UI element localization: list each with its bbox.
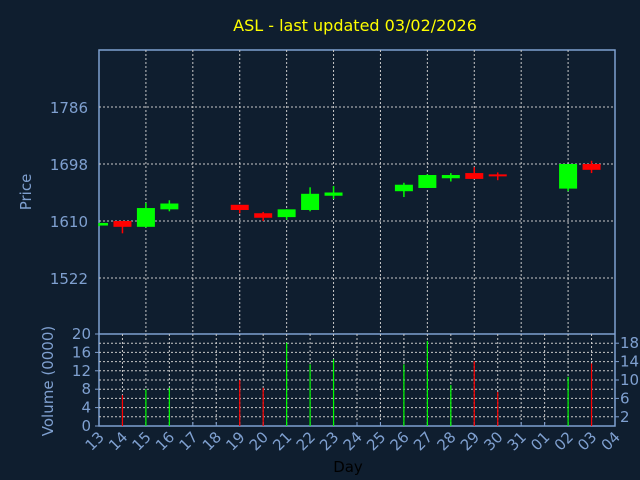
candle-body (465, 173, 484, 179)
volume-tick-label: 0 (81, 417, 91, 435)
x-tick-label: 01 (527, 428, 553, 454)
volume-tick-label: 6 (620, 389, 630, 407)
x-tick-label: 19 (222, 428, 248, 454)
x-tick-label: 25 (363, 428, 389, 454)
candle-body (230, 204, 249, 210)
x-tick-label: 22 (293, 428, 319, 454)
price-tick-label: 1522 (50, 270, 88, 288)
x-tick-label: 14 (105, 428, 131, 454)
x-tick-label: 20 (246, 428, 272, 454)
candle-body (254, 213, 273, 218)
volume-tick-label: 18 (620, 334, 639, 352)
x-tick-label: 24 (340, 428, 366, 454)
x-tick-label: 28 (433, 428, 459, 454)
candle-body (582, 164, 601, 170)
x-tick-label: 18 (199, 428, 225, 454)
candle-body (136, 208, 155, 227)
x-tick-label: 26 (387, 428, 413, 454)
volume-tick-label: 2 (620, 408, 630, 426)
y-axis-label: Price (17, 174, 35, 211)
price-tick-label: 1786 (50, 99, 88, 117)
candle-body (113, 221, 132, 227)
marks (98, 160, 601, 426)
volume-tick-label: 16 (72, 343, 91, 361)
candle-body (394, 184, 413, 192)
x-tick-label: 04 (598, 428, 624, 454)
chart-title: ASL - last updated 03/02/2026 (233, 16, 477, 35)
x-tick-label: 30 (480, 428, 506, 454)
candle-body (99, 222, 108, 226)
grid (95, 49, 619, 427)
x-tick-label: 29 (457, 428, 483, 454)
candle-body (301, 193, 320, 210)
volume-tick-label: 20 (72, 325, 91, 343)
x-tick-label: 16 (152, 428, 178, 454)
candle-body (418, 175, 437, 188)
x-tick-label: 03 (574, 428, 600, 454)
price-tick-label: 1698 (50, 156, 88, 174)
volume-axis-label: Volume (0000) (39, 326, 57, 436)
x-tick-label: 02 (551, 428, 577, 454)
x-tick-label: 31 (504, 428, 530, 454)
x-tick-label: 15 (129, 428, 155, 454)
volume-tick-label: 12 (72, 362, 91, 380)
x-tick-label: 23 (316, 428, 342, 454)
candle-body (488, 174, 507, 177)
x-tick-label: 17 (175, 428, 201, 454)
candle-body (559, 164, 578, 189)
candle-body (441, 175, 460, 179)
price-tick-label: 1610 (50, 213, 88, 231)
plot-frame (98, 49, 616, 427)
x-axis-label: Day (333, 458, 363, 476)
volume-tick-label: 10 (620, 371, 639, 389)
candle-body (277, 209, 296, 218)
candle-body (324, 192, 343, 196)
candle-body (160, 203, 179, 210)
volume-tick-label: 14 (620, 353, 639, 371)
volume-tick-label: 4 (81, 399, 91, 417)
x-tick-label: 21 (269, 428, 295, 454)
volume-tick-label: 8 (81, 380, 91, 398)
tick-labels: 1522161016981786024681012141618201314151… (50, 99, 639, 454)
x-tick-label: 27 (410, 428, 436, 454)
